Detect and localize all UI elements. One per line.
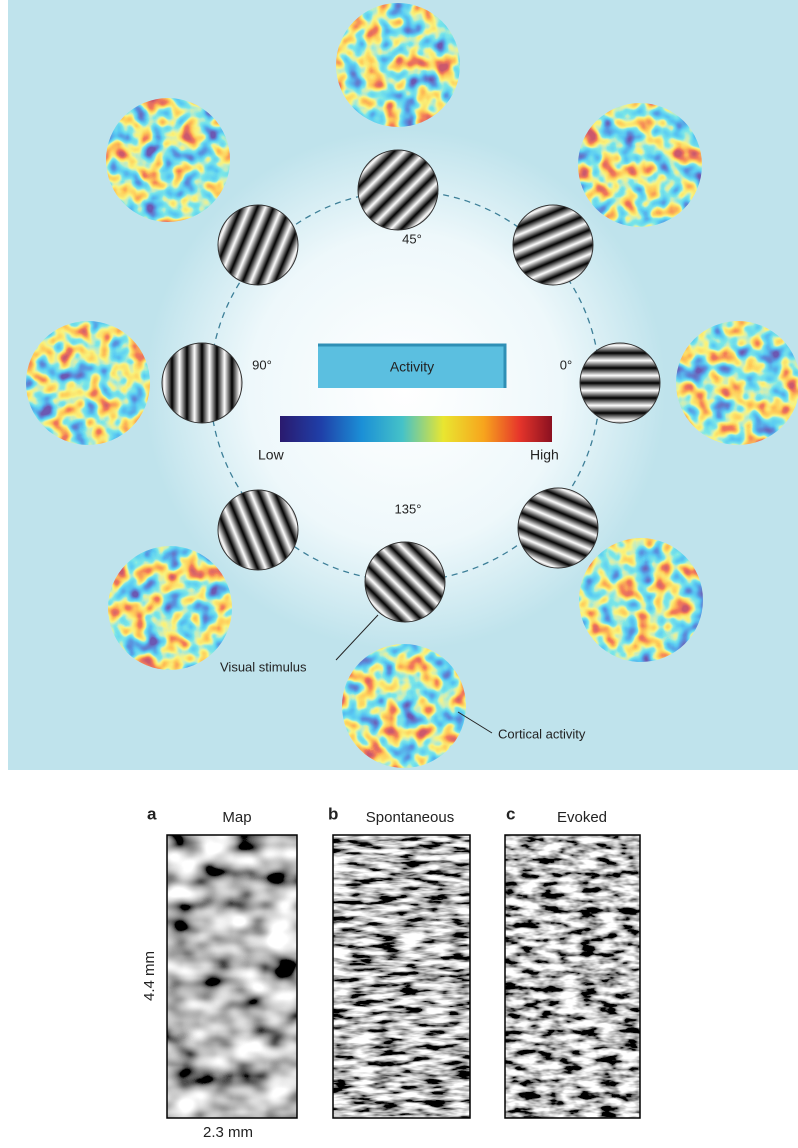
x-scale: 2.3 mm (203, 1124, 253, 1141)
map-image (167, 835, 297, 1118)
panel-title: Map (222, 809, 251, 826)
activity-texture (578, 103, 702, 227)
stimulus-callout: Visual stimulus (220, 659, 307, 674)
panel-letter: c (506, 804, 515, 823)
grating (580, 343, 660, 423)
activity-texture (108, 546, 232, 670)
activity-map (579, 538, 703, 662)
grating (162, 343, 242, 423)
page: {"top_panel": {"legend": {"title": "Acti… (0, 0, 798, 1143)
grating (358, 150, 438, 230)
angle-label: 90° (252, 357, 272, 372)
activity-texture (106, 98, 230, 222)
grating (218, 205, 298, 285)
grating (365, 542, 445, 622)
activity-texture (342, 644, 466, 768)
evoked-image (505, 835, 640, 1118)
angle-label: 45° (402, 231, 422, 246)
activity-map (342, 644, 466, 768)
activity-callout: Cortical activity (498, 726, 586, 741)
activity-texture (676, 321, 798, 445)
spontaneous-image (333, 835, 470, 1118)
colorbar (280, 416, 552, 442)
figure: Activity Low High 45° 0° 90° 135° Visual… (0, 0, 798, 1143)
activity-map (578, 103, 702, 227)
panel-title: Spontaneous (366, 809, 454, 826)
legend-title: Activity (390, 359, 434, 375)
grating (513, 205, 593, 285)
activity-map (676, 321, 798, 445)
y-scale: 4.4 mm (141, 951, 158, 1001)
grating (218, 490, 298, 570)
high-label: High (530, 447, 559, 463)
activity-map (106, 98, 230, 222)
angle-label: 0° (560, 357, 572, 372)
angle-label: 135° (395, 501, 422, 516)
activity-map (336, 3, 460, 127)
activity-texture (26, 321, 150, 445)
activity-texture (579, 538, 703, 662)
panel-letter: a (147, 804, 157, 823)
low-label: Low (258, 447, 285, 463)
activity-texture (336, 3, 460, 127)
panel-title: Evoked (557, 809, 607, 826)
activity-map (26, 321, 150, 445)
grating (518, 488, 598, 568)
activity-map (108, 546, 232, 670)
panel-letter: b (328, 804, 338, 823)
